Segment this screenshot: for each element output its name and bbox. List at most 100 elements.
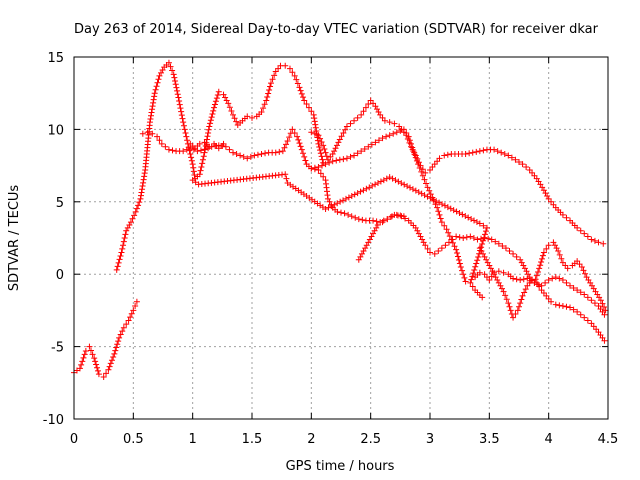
data-point-marker (177, 105, 184, 112)
data-point-marker (207, 117, 214, 124)
data-point-marker (456, 260, 463, 267)
data-point-marker (123, 321, 130, 328)
data-point-marker (540, 249, 547, 256)
data-point-marker (412, 187, 419, 194)
data-point-marker (265, 90, 272, 97)
data-point-marker (121, 235, 128, 241)
data-point-marker (126, 221, 133, 228)
data-point-marker (588, 297, 595, 304)
data-point-marker (463, 234, 470, 241)
data-point-marker (438, 219, 445, 226)
data-point-marker (305, 104, 312, 111)
data-point-marker (524, 275, 531, 282)
data-point-marker (447, 205, 454, 212)
data-point-marker (363, 242, 370, 249)
data-point-marker (498, 285, 505, 292)
data-point-marker (384, 216, 391, 223)
data-point-marker (469, 273, 476, 280)
series-pass-9 (472, 268, 608, 318)
data-point-marker (317, 150, 324, 157)
data-point-marker (315, 140, 322, 147)
data-point-marker (400, 213, 407, 220)
data-point-marker (180, 119, 187, 126)
data-point-marker (366, 184, 373, 191)
data-point-marker (398, 180, 405, 187)
data-point-marker (318, 153, 325, 160)
data-point-marker (480, 147, 487, 154)
data-point-marker (281, 144, 288, 151)
data-point-marker (366, 236, 373, 243)
data-point-marker (558, 255, 565, 262)
data-point-marker (332, 145, 339, 152)
data-point-marker (289, 69, 296, 76)
data-point-marker (316, 144, 323, 151)
data-point-marker (333, 157, 340, 164)
data-point-marker (120, 324, 127, 331)
data-point-marker (470, 235, 477, 241)
data-point-marker (167, 63, 174, 70)
data-point-marker (100, 374, 107, 381)
data-point-marker (426, 187, 433, 194)
data-point-marker (479, 241, 486, 248)
data-point-marker (407, 184, 414, 191)
x-tick-label: 3.5 (479, 432, 500, 447)
data-point-marker (198, 164, 205, 171)
data-point-marker (124, 224, 131, 231)
data-point-marker (301, 153, 308, 160)
data-point-marker (445, 239, 452, 246)
data-point-marker (370, 230, 377, 237)
data-point-marker (538, 282, 545, 289)
data-point-marker (549, 275, 556, 282)
data-point-marker (182, 130, 189, 137)
data-point-marker (574, 287, 581, 294)
y-tick-label: 15 (47, 51, 64, 66)
data-point-marker (584, 233, 591, 240)
data-point-marker (374, 221, 381, 228)
data-point-marker (449, 236, 456, 243)
data-point-marker (531, 279, 538, 286)
data-point-marker (393, 211, 400, 218)
data-point-marker (89, 351, 96, 358)
data-point-marker (439, 201, 446, 208)
data-point-marker (486, 262, 493, 269)
data-point-marker (383, 175, 390, 182)
data-point-marker (517, 256, 524, 263)
data-point-marker (510, 275, 517, 282)
data-point-marker (475, 253, 482, 260)
data-point-marker (317, 135, 324, 142)
data-point-marker (442, 242, 449, 249)
data-point-marker (476, 220, 483, 227)
data-point-marker (258, 109, 265, 116)
data-point-marker (196, 171, 203, 178)
data-point-marker (204, 133, 211, 140)
data-point-marker (284, 137, 291, 144)
data-point-marker (548, 298, 555, 305)
data-point-marker (150, 96, 157, 103)
series-pass-5 (308, 97, 607, 247)
data-point-marker (469, 149, 476, 156)
data-point-marker (563, 279, 570, 286)
data-point-marker (523, 268, 530, 275)
data-point-marker (300, 94, 307, 101)
x-tick-label: 3 (426, 432, 434, 447)
data-point-marker (556, 275, 563, 282)
data-point-marker (518, 296, 525, 303)
data-point-marker (354, 114, 361, 121)
data-point-marker (414, 227, 421, 234)
data-point-marker (220, 91, 227, 98)
data-point-marker (276, 148, 283, 155)
data-point-marker (527, 277, 534, 284)
data-point-marker (361, 145, 368, 152)
data-point-marker (476, 250, 483, 257)
data-point-marker (343, 155, 350, 162)
data-point-marker (326, 159, 333, 166)
data-point-marker (476, 148, 483, 155)
data-point-marker (149, 103, 156, 110)
data-point-marker (286, 65, 293, 72)
data-point-marker (169, 147, 176, 154)
data-point-marker (436, 155, 443, 162)
data-point-marker (505, 300, 512, 307)
data-point-marker (342, 195, 349, 202)
data-point-marker (141, 173, 148, 180)
data-point-marker (200, 153, 207, 160)
